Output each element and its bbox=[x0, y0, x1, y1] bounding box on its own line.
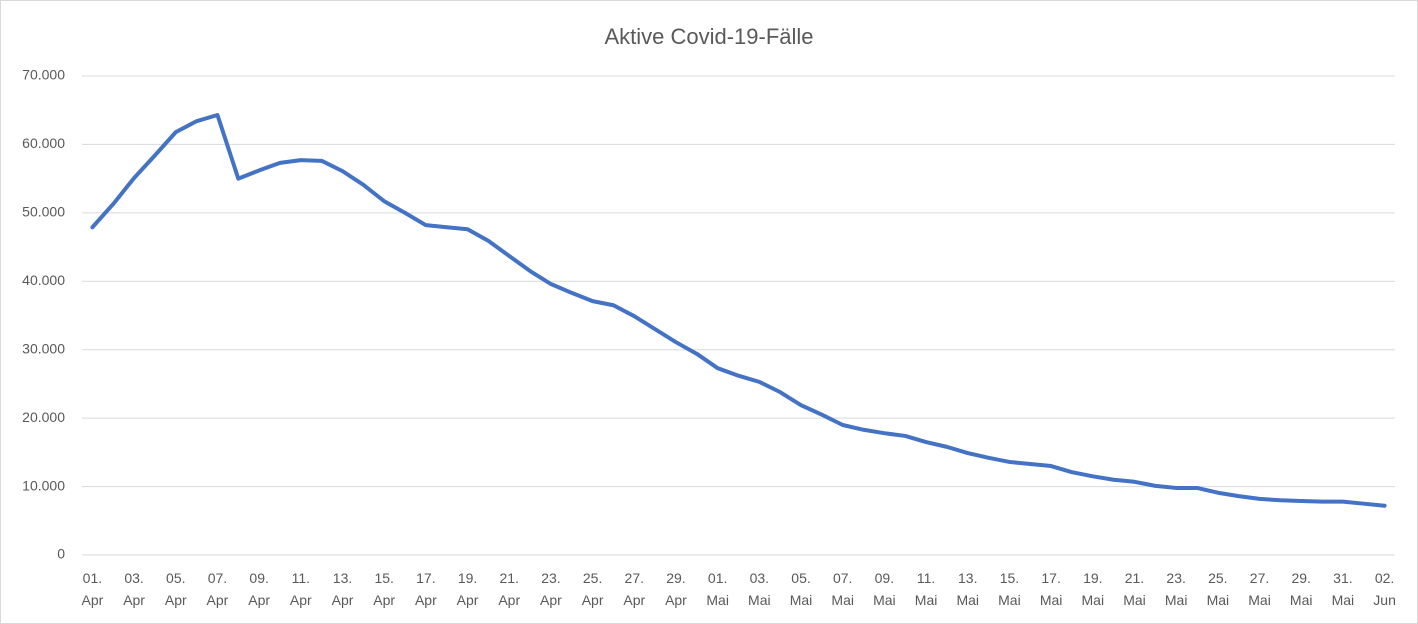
x-tick-label: 11. Apr bbox=[289, 570, 312, 608]
x-tick-label: 21. Apr bbox=[498, 570, 521, 608]
x-tick-label: 09. Mai bbox=[873, 570, 896, 608]
x-tick-label: 27. Apr bbox=[623, 570, 646, 608]
y-tick-label: 40.000 bbox=[22, 272, 65, 288]
x-tick-label: 05. Mai bbox=[789, 570, 813, 608]
x-tick-label: 07. Mai bbox=[831, 570, 854, 608]
x-tick-label: 25. Mai bbox=[1206, 570, 1230, 608]
x-tick-label: 17. Apr bbox=[414, 570, 437, 608]
y-tick-label: 30.000 bbox=[22, 340, 65, 356]
x-tick-label: 09. Apr bbox=[248, 570, 271, 608]
x-tick-label: 01. Mai bbox=[706, 570, 729, 608]
x-tick-label: 23. Apr bbox=[540, 570, 562, 608]
x-tick-label: 31. Mai bbox=[1331, 570, 1355, 608]
x-tick-label: 11. Mai bbox=[914, 570, 938, 608]
y-tick-label: 70.000 bbox=[22, 67, 65, 83]
x-tick-label: 17. Mai bbox=[1039, 570, 1063, 608]
x-tick-label: 01. Apr bbox=[81, 570, 104, 608]
x-tick-label: 23. Mai bbox=[1164, 570, 1188, 608]
x-tick-label: 19. Mai bbox=[1081, 570, 1105, 608]
x-tick-label: 25. Apr bbox=[581, 570, 604, 608]
x-tick-label: 29. Apr bbox=[665, 570, 687, 608]
y-tick-label: 20.000 bbox=[22, 409, 65, 425]
x-tick-label: 03. Mai bbox=[748, 570, 771, 608]
chart-title: Aktive Covid-19-Fälle bbox=[604, 24, 813, 49]
x-tick-label: 03. Apr bbox=[123, 570, 145, 608]
y-tick-label: 60.000 bbox=[22, 135, 65, 151]
x-tick-label: 15. Mai bbox=[998, 570, 1021, 608]
x-tick-label: 13. Apr bbox=[331, 570, 354, 608]
x-tick-label: 21. Mai bbox=[1123, 570, 1146, 608]
y-tick-label: 10.000 bbox=[22, 477, 65, 493]
x-tick-label: 07. Apr bbox=[206, 570, 229, 608]
x-tick-label: 19. Apr bbox=[456, 570, 479, 608]
y-tick-label: 0 bbox=[57, 546, 65, 562]
data-line bbox=[90, 113, 1387, 508]
x-tick-label: 27. Mai bbox=[1248, 570, 1271, 608]
x-tick-label: 13. Mai bbox=[956, 570, 980, 608]
x-tick-label: 02. Jun bbox=[1373, 570, 1396, 608]
x-tick-label: 29. Mai bbox=[1289, 570, 1313, 608]
x-tick-label: 15. Apr bbox=[373, 570, 396, 608]
x-tick-label: 05. Apr bbox=[164, 570, 187, 608]
y-tick-label: 50.000 bbox=[22, 204, 65, 220]
